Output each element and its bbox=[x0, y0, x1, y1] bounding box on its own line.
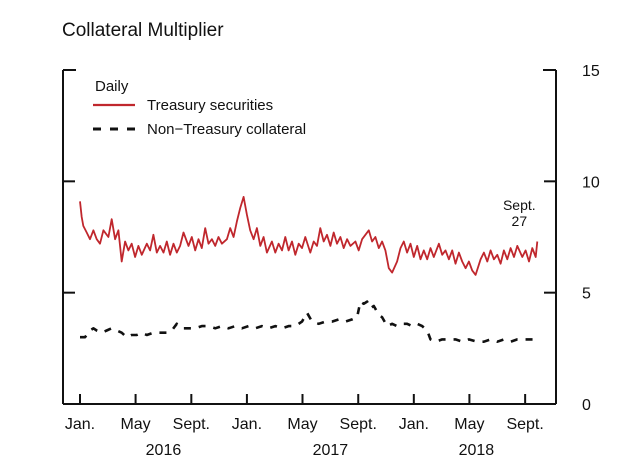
legend-label-treasury: Treasury securities bbox=[147, 97, 273, 114]
y-tick-label: 10 bbox=[582, 174, 600, 191]
legend-title: Daily bbox=[95, 78, 129, 95]
x-tick-label: Jan. bbox=[232, 416, 262, 433]
date-annotation: Sept. 27 bbox=[503, 197, 536, 229]
x-tick-label: Sept. bbox=[506, 416, 543, 433]
x-year-label: 2017 bbox=[313, 442, 349, 459]
y-axis-ticks: 0 5 10 15 bbox=[63, 63, 600, 414]
treasury-series-line bbox=[79, 196, 539, 276]
y-tick-label: 15 bbox=[582, 63, 600, 80]
chart-title: Collateral Multiplier bbox=[62, 20, 224, 41]
annotation-day: 27 bbox=[512, 213, 528, 229]
x-tick-label: Sept. bbox=[340, 416, 377, 433]
x-tick-label: May bbox=[287, 416, 317, 433]
non-treasury-series-line bbox=[80, 300, 538, 343]
x-tick-label: Jan. bbox=[65, 416, 95, 433]
x-year-label: 2018 bbox=[459, 442, 495, 459]
x-tick-label: Sept. bbox=[173, 416, 210, 433]
legend-label-non-treasury: Non−Treasury collateral bbox=[147, 121, 306, 138]
y-tick-label: 5 bbox=[582, 286, 591, 303]
x-year-label: 2016 bbox=[146, 442, 182, 459]
x-axis-ticks: Jan. May Sept. Jan. May Sept. Jan. May Sept. 2016… bbox=[65, 394, 544, 459]
plot-frame bbox=[62, 69, 557, 405]
y-tick-label: 0 bbox=[582, 397, 591, 414]
x-tick-label: May bbox=[454, 416, 484, 433]
x-tick-label: May bbox=[120, 416, 150, 433]
x-tick-label: Jan. bbox=[399, 416, 429, 433]
series-layer bbox=[79, 196, 539, 343]
legend: Daily Treasury securities Non−Treasury c… bbox=[93, 78, 306, 138]
annotation-month: Sept. bbox=[503, 197, 536, 213]
